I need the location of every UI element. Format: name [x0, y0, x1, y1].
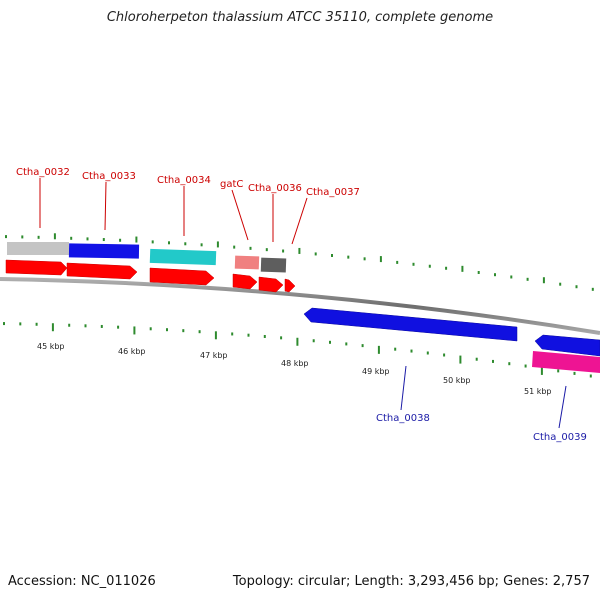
genome-backbone — [0, 277, 600, 335]
scale-label-48kbp: 48 kbp — [281, 359, 309, 368]
feature-cog-0033[interactable] — [68, 243, 140, 259]
scale-label-45kbp: 45 kbp — [37, 342, 65, 351]
feature-cds-0032[interactable] — [5, 259, 68, 276]
feature-cog-0036[interactable] — [260, 257, 287, 273]
gene-label-ctha-0037[interactable]: Ctha_0037 — [306, 187, 360, 198]
topology-text: Topology: circular; Length: 3,293,456 bp… — [232, 574, 590, 589]
scale-label-46kbp: 46 kbp — [118, 347, 146, 356]
feature-cog-0032[interactable] — [7, 242, 69, 255]
feature-cds-0038[interactable] — [303, 307, 518, 342]
feature-cog-0034[interactable] — [149, 248, 217, 266]
feature-cds-0036[interactable] — [258, 276, 284, 293]
scale-label-51kbp: 51 kbp — [524, 387, 552, 396]
feature-cog-0039[interactable] — [532, 351, 600, 373]
feature-cog-gatc[interactable] — [234, 255, 260, 270]
feature-cds-0033[interactable] — [66, 262, 138, 280]
scale-label-50kbp: 50 kbp — [443, 376, 471, 385]
upper-tick-track — [5, 233, 594, 291]
reverse-label-leaders — [400, 365, 567, 429]
gene-label-ctha-0032[interactable]: Ctha_0032 — [16, 167, 70, 178]
feature-cds-0034[interactable] — [149, 267, 215, 286]
feature-cds-0037[interactable] — [284, 278, 296, 293]
scale-label-49kbp: 49 kbp — [362, 367, 390, 376]
gene-label-ctha-0034[interactable]: Ctha_0034 — [157, 175, 211, 186]
feature-cds-gatc[interactable] — [232, 273, 258, 290]
forward-label-leaders — [39, 178, 308, 245]
feature-cds-0039[interactable] — [534, 334, 600, 357]
gene-label-ctha-0033[interactable]: Ctha_0033 — [82, 171, 136, 182]
gene-label-ctha-0039[interactable]: Ctha_0039 — [533, 432, 587, 443]
gene-label-gatc[interactable]: gatC — [220, 179, 243, 190]
scale-tick-track — [3, 322, 592, 378]
gene-label-ctha-0038[interactable]: Ctha_0038 — [376, 413, 430, 424]
scale-label-47kbp: 47 kbp — [200, 351, 228, 360]
accession-text: Accession: NC_011026 — [8, 574, 156, 589]
gene-label-ctha-0036[interactable]: Ctha_0036 — [248, 183, 302, 194]
map-title: Chloroherpeton thalassium ATCC 35110, co… — [106, 10, 494, 25]
